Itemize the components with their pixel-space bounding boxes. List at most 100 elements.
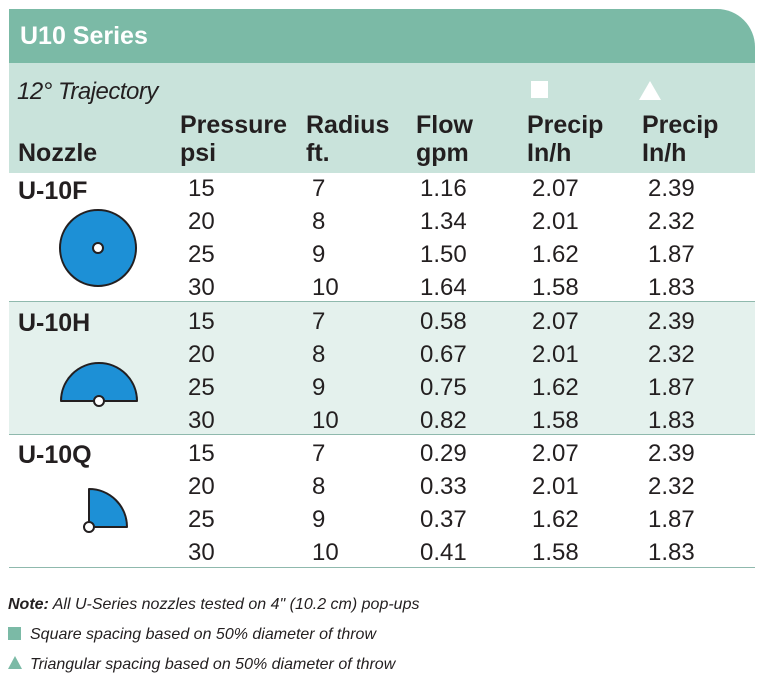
- legend-triangle-text: Triangular spacing based on 50% diameter…: [30, 656, 396, 673]
- flow-cell: 0.75: [420, 374, 467, 401]
- radius-cell: 8: [312, 208, 326, 235]
- radius-cell: 7: [312, 308, 326, 335]
- half-circle-nozzle-icon: [60, 362, 138, 407]
- square-spacing-icon: [531, 81, 548, 98]
- legend-triangle-row: Triangular spacing based on 50% diameter…: [8, 656, 395, 674]
- trajectory-label: 12° Trajectory: [17, 78, 158, 105]
- triangle-spacing-icon: [639, 81, 661, 100]
- precip-square-cell: 1.58: [532, 274, 579, 301]
- radius-cell: 9: [312, 506, 326, 533]
- flow-cell: 0.41: [420, 539, 467, 566]
- note-text: Note: All U-Series nozzles tested on 4" …: [8, 596, 419, 614]
- precip-square-cell: 2.07: [532, 175, 579, 202]
- radius-cell: 8: [312, 473, 326, 500]
- precip-triangle-cell: 1.87: [648, 374, 695, 401]
- header-precip-square-label: Precip: [527, 111, 604, 139]
- flow-cell: 0.29: [420, 440, 467, 467]
- precip-square-cell: 1.62: [532, 374, 579, 401]
- pressure-cell: 20: [188, 208, 215, 235]
- flow-cell: 1.16: [420, 175, 467, 202]
- pressure-cell: 25: [188, 241, 215, 268]
- precip-triangle-cell: 2.39: [648, 308, 695, 335]
- precip-triangle-cell: 1.83: [648, 407, 695, 434]
- header-flow-label: Flow: [416, 111, 473, 139]
- column-header-band: [9, 63, 755, 173]
- header-flow-unit: gpm: [416, 139, 469, 167]
- nozzle-name-u10q: U-10Q: [18, 441, 92, 469]
- precip-triangle-cell: 2.32: [648, 473, 695, 500]
- precip-triangle-cell: 1.87: [648, 506, 695, 533]
- full-circle-nozzle-icon: [59, 209, 137, 287]
- radius-cell: 10: [312, 274, 339, 301]
- precip-triangle-cell: 2.39: [648, 175, 695, 202]
- header-flow: Flow gpm: [416, 111, 473, 167]
- group-divider: [9, 301, 755, 302]
- precip-square-cell: 1.62: [532, 241, 579, 268]
- precip-square-cell: 2.07: [532, 308, 579, 335]
- nozzle-name-u10h: U-10H: [18, 309, 91, 337]
- header-pressure-unit: psi: [180, 139, 217, 167]
- header-pressure: Pressure psi: [180, 111, 287, 167]
- precip-square-cell: 1.62: [532, 506, 579, 533]
- flow-cell: 0.67: [420, 341, 467, 368]
- flow-cell: 0.37: [420, 506, 467, 533]
- precip-square-cell: 2.07: [532, 440, 579, 467]
- radius-cell: 7: [312, 440, 326, 467]
- radius-cell: 9: [312, 374, 326, 401]
- precip-triangle-cell: 2.32: [648, 341, 695, 368]
- pressure-cell: 30: [188, 407, 215, 434]
- flow-cell: 0.58: [420, 308, 467, 335]
- pressure-cell: 15: [188, 440, 215, 467]
- radius-cell: 8: [312, 341, 326, 368]
- precip-square-cell: 2.01: [532, 473, 579, 500]
- flow-cell: 1.64: [420, 274, 467, 301]
- header-precip-square-unit: In/h: [527, 139, 572, 167]
- header-radius-unit: ft.: [306, 139, 330, 167]
- flow-cell: 1.34: [420, 208, 467, 235]
- pressure-cell: 30: [188, 539, 215, 566]
- precip-triangle-cell: 2.39: [648, 440, 695, 467]
- note-label: Note:: [8, 596, 49, 613]
- radius-cell: 9: [312, 241, 326, 268]
- precip-square-cell: 1.58: [532, 539, 579, 566]
- radius-cell: 7: [312, 175, 326, 202]
- pressure-cell: 30: [188, 274, 215, 301]
- header-nozzle: Nozzle: [18, 139, 98, 167]
- square-legend-icon: [8, 627, 21, 640]
- precip-triangle-cell: 2.32: [648, 208, 695, 235]
- precip-triangle-cell: 1.83: [648, 539, 695, 566]
- series-title-bar: U10 Series: [9, 9, 755, 63]
- pressure-cell: 15: [188, 308, 215, 335]
- flow-cell: 0.33: [420, 473, 467, 500]
- radius-cell: 10: [312, 539, 339, 566]
- precip-square-cell: 1.58: [532, 407, 579, 434]
- flow-cell: 0.82: [420, 407, 467, 434]
- header-precip-square: Precip In/h: [527, 111, 603, 167]
- pressure-cell: 20: [188, 341, 215, 368]
- header-radius: Radius ft.: [306, 111, 389, 167]
- flow-cell: 1.50: [420, 241, 467, 268]
- header-radius-label: Radius: [306, 111, 390, 139]
- header-pressure-label: Pressure: [180, 111, 288, 139]
- header-precip-triangle: Precip In/h: [642, 111, 718, 167]
- precip-triangle-cell: 1.87: [648, 241, 695, 268]
- header-precip-triangle-label: Precip: [642, 111, 719, 139]
- legend-square-row: Square spacing based on 50% diameter of …: [8, 626, 376, 644]
- pressure-cell: 20: [188, 473, 215, 500]
- triangle-legend-icon: [8, 656, 22, 669]
- quarter-circle-nozzle-icon: [83, 488, 128, 533]
- pressure-cell: 25: [188, 374, 215, 401]
- group-divider: [9, 434, 755, 435]
- group-band-u10h: [9, 302, 755, 434]
- precip-square-cell: 2.01: [532, 341, 579, 368]
- precip-triangle-cell: 1.83: [648, 274, 695, 301]
- nozzle-name-u10f: U-10F: [18, 177, 88, 205]
- pressure-cell: 15: [188, 175, 215, 202]
- radius-cell: 10: [312, 407, 339, 434]
- group-divider: [9, 567, 755, 568]
- header-precip-triangle-unit: In/h: [642, 139, 687, 167]
- legend-square-text: Square spacing based on 50% diameter of …: [30, 626, 376, 643]
- note-body: All U-Series nozzles tested on 4" (10.2 …: [48, 596, 420, 613]
- series-title: U10 Series: [20, 22, 148, 50]
- precip-square-cell: 2.01: [532, 208, 579, 235]
